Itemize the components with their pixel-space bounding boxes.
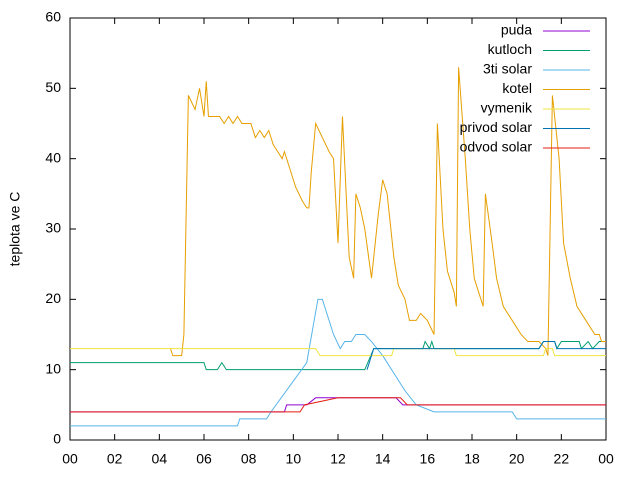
x-tick-label: 14 [375,451,391,467]
x-tick-label: 18 [464,451,480,467]
legend-label: vymenik [481,100,533,116]
x-tick-label: 06 [196,451,212,467]
x-tick-label: 10 [286,451,302,467]
series-line [366,341,606,370]
x-tick-label: 00 [62,451,78,467]
x-tick-label: 04 [152,451,168,467]
legend-label: odvod solar [460,139,533,155]
y-tick-label: 10 [45,360,61,376]
legend-label: privod solar [460,119,533,135]
y-tick-label: 0 [53,431,61,447]
series-line [70,397,606,413]
y-tick-label: 30 [45,220,61,236]
series-line [70,348,606,357]
y-tick-label: 50 [45,79,61,95]
legend-label: kutloch [488,41,532,57]
series-line [70,298,606,427]
x-tick-label: 16 [420,451,436,467]
y-tick-label: 40 [45,149,61,165]
series-line [170,67,606,357]
y-tick-label: 60 [45,9,61,25]
x-tick-label: 12 [330,451,346,467]
x-tick-label: 08 [241,451,257,467]
legend-label: 3ti solar [483,61,532,77]
x-tick-label: 00 [598,451,614,467]
x-tick-label: 02 [107,451,123,467]
plot-border [69,17,607,441]
legend-label: kotel [502,80,532,96]
x-tick-label: 22 [554,451,570,467]
legend-label: puda [501,22,532,38]
y-tick-label: 20 [45,290,61,306]
x-tick-label: 20 [509,451,525,467]
y-axis-label: teplota ve C [7,192,23,267]
